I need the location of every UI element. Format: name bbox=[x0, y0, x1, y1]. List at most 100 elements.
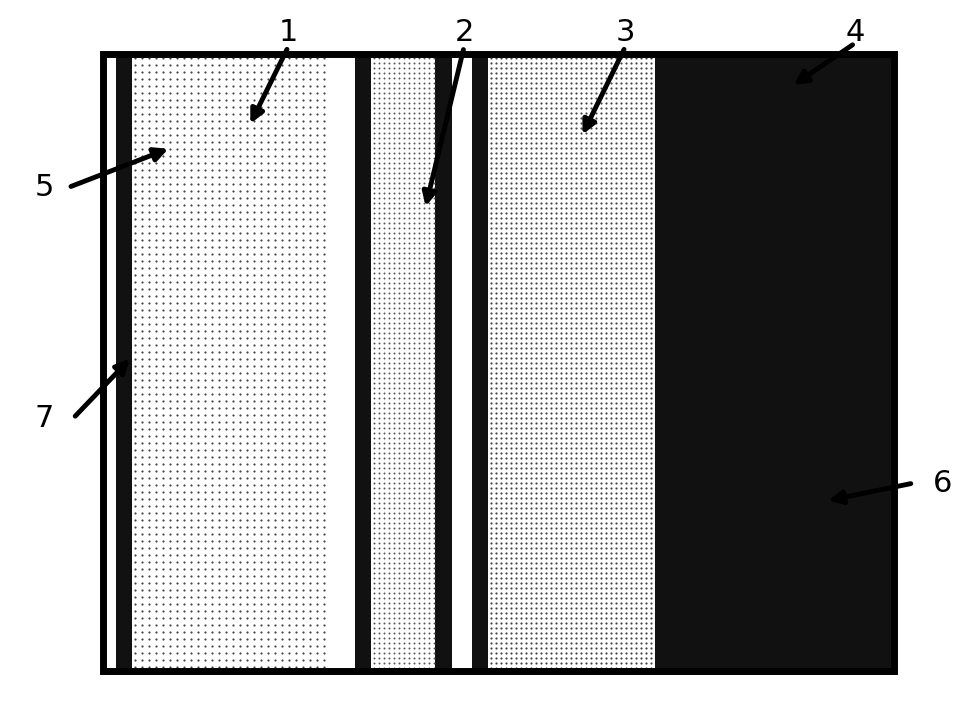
Point bbox=[538, 267, 554, 279]
Point bbox=[254, 220, 270, 231]
Point bbox=[573, 322, 589, 334]
Point bbox=[401, 382, 416, 394]
Point bbox=[233, 416, 248, 428]
Point bbox=[303, 430, 319, 442]
Point bbox=[212, 193, 228, 204]
Point bbox=[633, 433, 649, 444]
Point bbox=[614, 632, 629, 644]
Point bbox=[614, 57, 629, 68]
Point bbox=[518, 232, 533, 244]
Point bbox=[598, 342, 614, 354]
Point bbox=[518, 433, 533, 444]
Point bbox=[573, 52, 589, 63]
Point bbox=[411, 257, 427, 269]
Point bbox=[411, 217, 427, 229]
Point bbox=[376, 627, 392, 639]
Point bbox=[197, 661, 213, 673]
Point bbox=[633, 522, 649, 534]
Point bbox=[533, 198, 549, 209]
Point bbox=[411, 457, 427, 469]
Point bbox=[513, 152, 529, 164]
Point bbox=[484, 503, 499, 514]
Point bbox=[578, 273, 594, 284]
Point bbox=[310, 227, 325, 239]
Point bbox=[533, 162, 549, 174]
Point bbox=[149, 340, 164, 351]
Point bbox=[573, 193, 589, 204]
Point bbox=[643, 162, 658, 174]
Point bbox=[638, 232, 654, 244]
Point bbox=[524, 658, 539, 669]
Point bbox=[609, 508, 624, 519]
Point bbox=[366, 658, 382, 669]
Point bbox=[524, 423, 539, 434]
Point bbox=[219, 66, 234, 78]
Point bbox=[508, 227, 524, 239]
Point bbox=[401, 612, 416, 624]
Point bbox=[391, 257, 406, 269]
Point bbox=[618, 57, 634, 68]
Point bbox=[426, 267, 442, 279]
Point bbox=[503, 247, 519, 259]
Point bbox=[583, 542, 599, 554]
Point bbox=[614, 348, 629, 359]
Point bbox=[381, 278, 397, 289]
Point bbox=[643, 267, 658, 279]
Point bbox=[583, 522, 599, 534]
Point bbox=[268, 108, 283, 120]
Point bbox=[296, 199, 312, 211]
Point bbox=[376, 327, 392, 339]
Point bbox=[128, 206, 144, 218]
Point bbox=[155, 108, 171, 120]
Point bbox=[548, 237, 564, 249]
Point bbox=[317, 570, 332, 582]
Point bbox=[391, 157, 406, 169]
Point bbox=[538, 412, 554, 424]
Point bbox=[614, 132, 629, 143]
Point bbox=[376, 612, 392, 624]
Point bbox=[381, 187, 397, 199]
Point bbox=[426, 317, 442, 329]
Point bbox=[381, 353, 397, 364]
Point bbox=[643, 273, 658, 284]
Point bbox=[135, 465, 150, 477]
Point bbox=[170, 493, 186, 505]
Point bbox=[261, 340, 276, 351]
Point bbox=[303, 514, 319, 526]
Point bbox=[191, 115, 206, 127]
Point bbox=[628, 147, 644, 159]
Point bbox=[219, 521, 234, 533]
Point bbox=[204, 353, 220, 365]
Point bbox=[493, 287, 509, 298]
Point bbox=[553, 447, 569, 459]
Point bbox=[623, 203, 639, 214]
Point bbox=[484, 627, 499, 639]
Point bbox=[233, 521, 248, 533]
Point bbox=[296, 297, 312, 309]
Point bbox=[628, 327, 644, 339]
Point bbox=[406, 267, 422, 279]
Point bbox=[563, 452, 578, 464]
Point bbox=[288, 410, 304, 421]
Point bbox=[386, 162, 402, 174]
Point bbox=[149, 52, 164, 63]
Point bbox=[149, 542, 164, 554]
Point bbox=[416, 187, 432, 199]
Point bbox=[376, 232, 392, 244]
Point bbox=[411, 62, 427, 74]
Point bbox=[614, 278, 629, 289]
Point bbox=[609, 262, 624, 274]
Point bbox=[578, 387, 594, 399]
Point bbox=[633, 142, 649, 154]
Point bbox=[638, 287, 654, 298]
Point bbox=[643, 342, 658, 354]
Point bbox=[391, 252, 406, 264]
Point bbox=[609, 423, 624, 434]
Point bbox=[371, 433, 387, 444]
Point bbox=[638, 123, 654, 134]
Point bbox=[396, 457, 411, 469]
Point bbox=[543, 602, 559, 614]
Point bbox=[643, 462, 658, 474]
Point bbox=[310, 199, 325, 211]
Point bbox=[204, 276, 220, 288]
